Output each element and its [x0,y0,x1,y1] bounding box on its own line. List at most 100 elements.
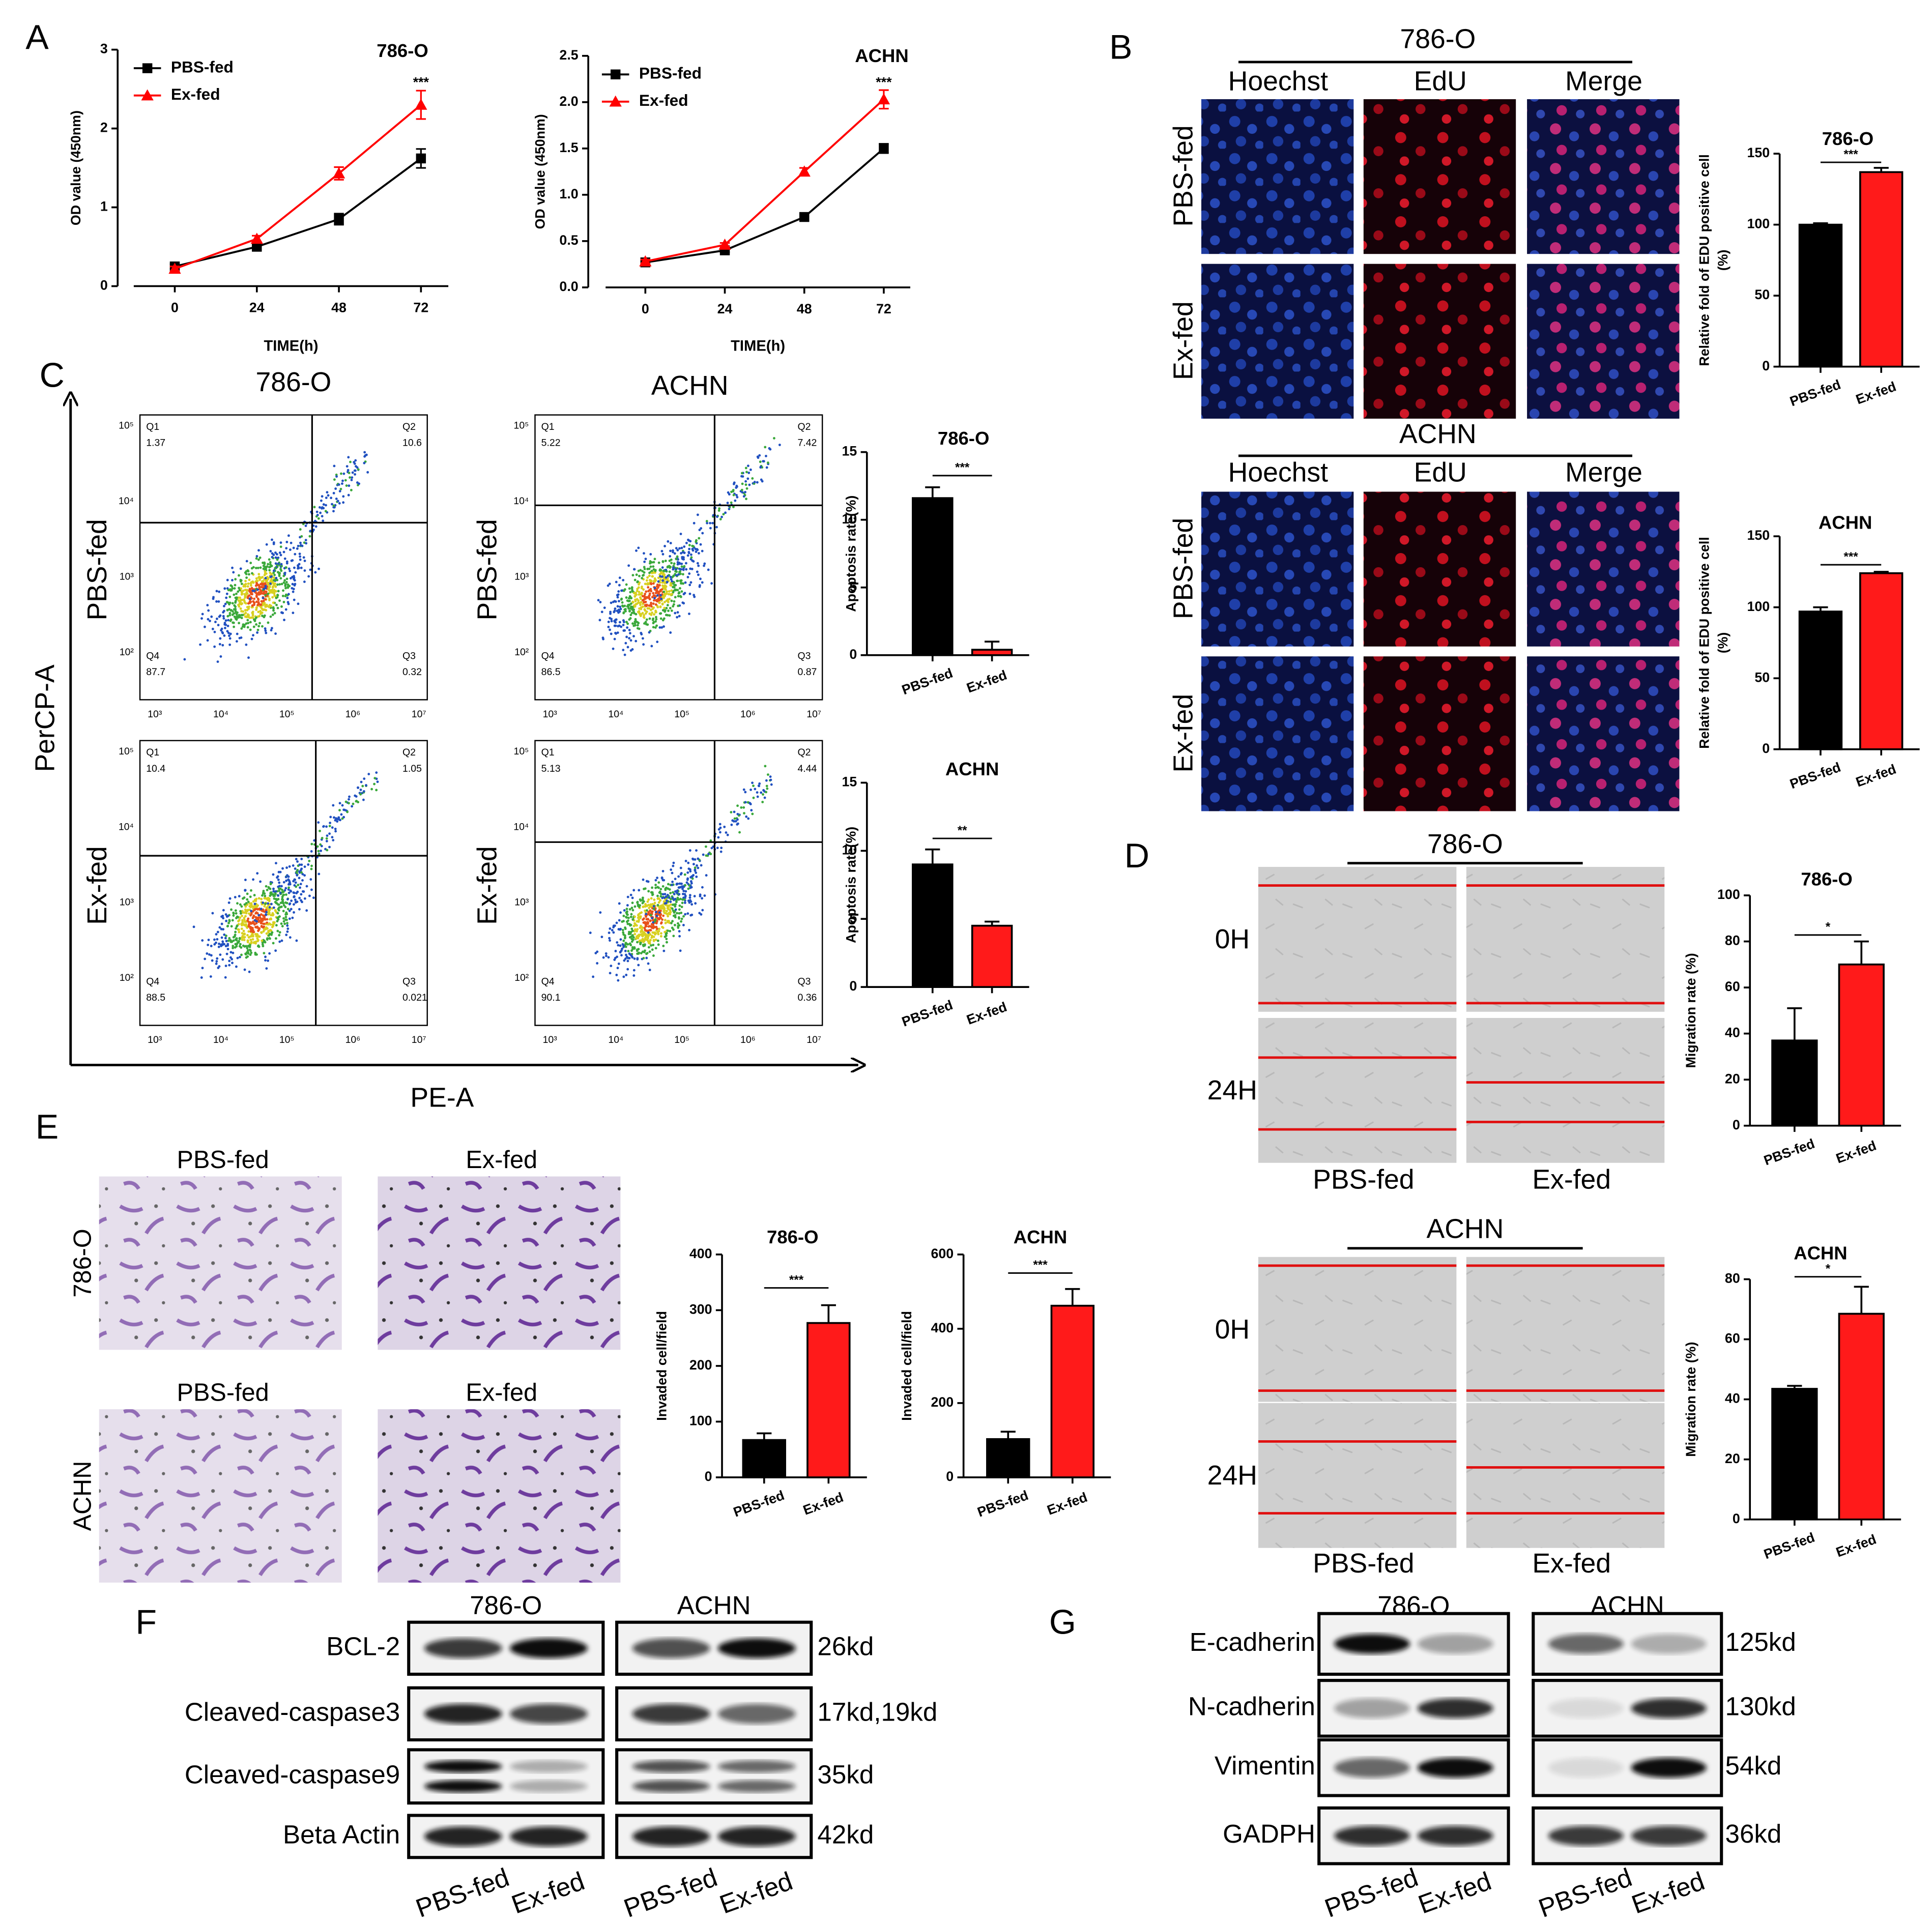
cell-event [275,924,278,927]
cell-event [256,872,259,875]
cell-event [730,811,733,813]
cell-event [680,920,683,923]
cell-event [270,604,273,607]
cell-event [349,476,352,479]
cell-event [653,931,656,934]
blot-band [717,1780,796,1793]
cell-event [250,580,253,584]
cell-event [294,878,297,881]
y-tick-label: 5 [849,579,857,594]
cell-event [672,574,675,577]
cell-event [227,631,230,634]
cell-event [230,589,233,592]
cell-event [259,566,262,569]
cell-event [637,903,640,906]
cell-event [746,464,749,468]
cell-event [271,538,273,541]
cell-event [296,547,299,550]
cell-event [333,478,336,481]
cell-event [765,466,768,469]
cell-event [265,913,267,916]
cell-event [637,937,640,940]
y-tick-label: 60 [1725,979,1740,994]
cell-event [709,839,712,842]
cell-event [680,917,683,920]
micrograph [1363,99,1516,254]
cell-event [213,943,216,946]
cell-event [242,598,245,601]
cell-event [654,879,657,882]
cell-event [250,951,253,954]
cell-event [291,583,294,586]
cell-event [619,944,622,947]
cell-event [625,916,628,919]
cell-event [599,601,602,603]
cell-event [649,909,652,912]
cell-event [640,939,643,942]
cell-event [231,919,234,922]
cell-event [268,599,271,602]
cell-event [619,607,622,610]
lane-label: PBS-fed [412,1862,513,1922]
y-axis-label: Invaded cell/field [654,1311,669,1421]
cell-event [251,610,254,614]
cell-event [621,928,624,931]
cell-event [260,931,263,934]
cell-event [633,947,636,950]
cell-event [674,611,677,615]
cell-event [625,974,628,976]
cell-event [264,627,267,630]
cell-event [283,579,286,582]
cell-event [640,633,643,636]
cell-event [345,465,349,468]
cell-event [234,896,237,899]
cell-event [251,926,254,929]
cell-event [281,867,284,870]
cell-event [260,913,263,916]
panel-label: C [40,356,65,395]
cell-event [241,914,244,917]
series-line [645,148,885,264]
cell-event [264,585,267,588]
cell-event [600,610,603,614]
cell-event [346,810,349,813]
cell-event [315,510,319,513]
cell-event [232,947,235,949]
cell-event [276,583,279,586]
cell-event [633,578,637,581]
bar [986,1438,1030,1478]
y-tick-label: 10³ [120,571,134,583]
cell-event [694,858,697,861]
bar [1859,171,1904,368]
cell-event [656,939,659,942]
cell-event [683,901,686,904]
cell-event [701,532,704,535]
cell-event [226,615,229,618]
cell-event [670,578,673,581]
y-tick-label: 20 [1725,1071,1740,1086]
cell-event [278,931,281,934]
cell-event [695,540,698,543]
cell-event [642,574,644,577]
cell-event [244,910,247,913]
cell-event [631,901,634,905]
cell-event [661,907,665,910]
cell-event [678,930,681,933]
cell-event [262,890,265,892]
cell-event [639,603,642,606]
cell-event [261,894,264,897]
cell-event [646,607,649,610]
cell-event [653,597,656,600]
cell-event [666,580,669,584]
cell-event [234,578,237,580]
blot-band [509,1780,588,1793]
chart-title: 786-O [1822,128,1873,149]
cell-event [735,485,738,488]
cell-event [636,941,639,944]
cell-event [275,576,278,579]
cell-event [678,893,681,896]
cell-event [247,656,250,659]
cell-event [680,911,683,914]
cell-event [638,574,641,577]
cell-event [332,839,335,841]
